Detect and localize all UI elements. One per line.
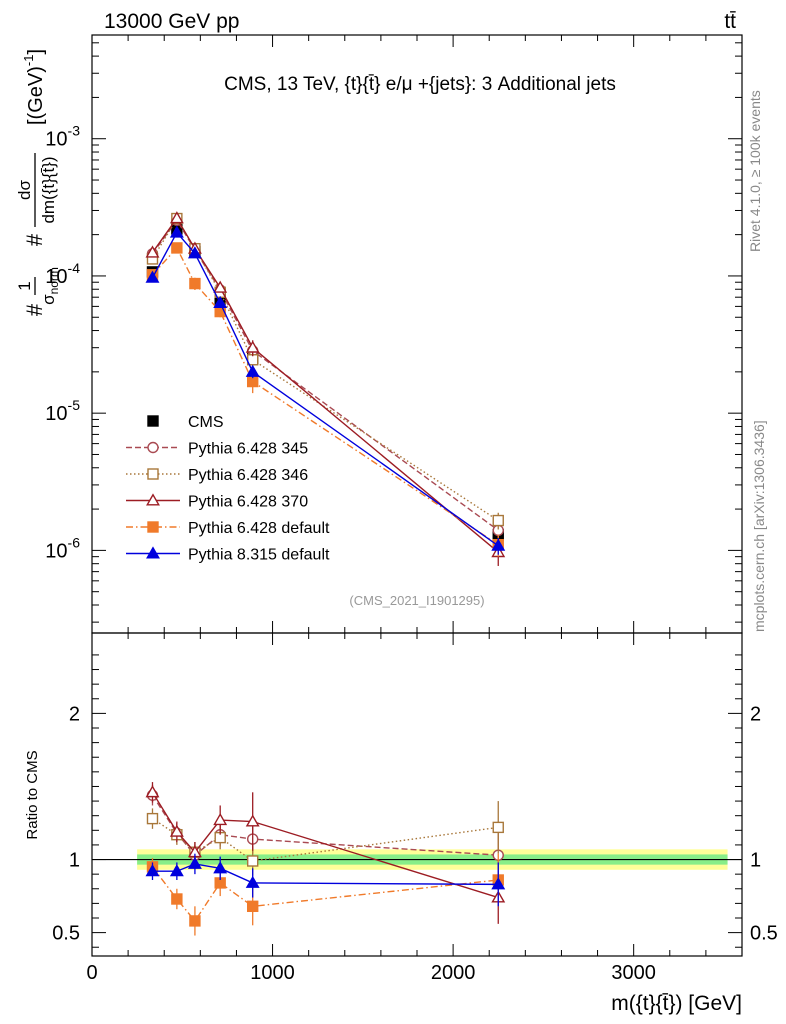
ratio-point [189,915,201,927]
ratio-point [492,821,504,834]
ratio-point [246,855,259,867]
svg-text:dσ: dσ [15,180,34,200]
legend-marker [146,493,160,506]
legend-marker [147,521,159,533]
x-tick-label: 3000 [611,962,656,984]
ratio-point [246,900,259,913]
ratio-y-tick-label-right: 2 [750,703,761,725]
series-pythia-8-315-default [145,225,506,555]
legend-marker [146,546,160,559]
svg-text:1: 1 [15,281,34,290]
main-y-tick-label: 10-3 [45,123,80,151]
data-point [213,295,228,309]
data-point [245,340,260,353]
ratio-point [491,877,506,890]
ratio-point [169,864,184,877]
plot-title: CMS, 13 TeV, {t}{t̄} e/μ +{jets}: 3 Addi… [224,74,616,95]
legend-marker [147,441,159,454]
legend-label: Pythia 6.428 345 [188,441,308,458]
ratio-y-tick-label-right: 1 [750,850,761,872]
data-point [169,225,184,238]
main-plot-frame [91,34,743,634]
svg-text:#: # [22,303,47,316]
ratio-series-line [151,866,499,923]
legend-label: Pythia 6.428 346 [188,467,308,484]
series-line [151,218,499,531]
legend-marker [147,415,159,427]
ratio-point [171,893,183,905]
ratio-point [245,875,260,888]
legend-label: Pythia 8.315 default [188,547,330,564]
header-left: 13000 GeV pp [104,10,239,33]
ratio-point [187,856,202,869]
main-y-tick-label: 10-5 [45,397,80,425]
ratio-y-tick-label: 2 [69,703,80,725]
data-point [245,364,260,377]
legend-label: Pythia 6.428 default [188,520,330,537]
ratio-y-tick-label-right: 0.5 [750,923,778,945]
ratio-point [145,864,160,877]
analysis-watermark: (CMS_2021_I1901295) [349,593,484,608]
main-y-tick-label: 10-4 [45,260,80,288]
legend-marker [147,468,159,480]
ratio-point [146,812,159,825]
x-axis-label: m({t}{t̄}) [GeV] [611,992,742,1015]
legend: CMS Pythia 6.428 345 Pythia 6.428 346 Pythi… [126,414,330,564]
data-point [491,538,506,551]
main-y-axis-label: # 1 σnorm # dσ dm({t}{t̄}) [(GeV)-1] [15,49,61,316]
main-axes: 10-6 10-5 10-4 10-3 [45,35,743,633]
ratio-axes: 0 1000 2000 3000 0.5 0.5 1 1 2 2 [52,633,778,984]
data-point [189,277,201,290]
x-tick-label: 1000 [250,962,295,984]
ratio-point [169,824,184,837]
ratio-series-line [151,791,499,899]
main-series-group [145,211,506,566]
header-right: tt̄ [724,10,736,33]
legend-entry: Pythia 8.315 default [126,546,330,564]
ratio-uncertainty-band [92,849,742,870]
svg-text:dm({t}{t̄}): dm({t}{t̄}) [39,156,58,223]
legend-entry: Pythia 6.428 370 [126,493,308,511]
data-point [171,242,183,254]
series-line [151,231,499,547]
mcplots-label: mcplots.cern.ch [arXiv:1306.3436] [751,420,767,632]
ratio-point [213,861,228,874]
ratio-series-line [151,794,499,857]
legend-entry: CMS [147,414,224,431]
data-point [145,270,160,283]
x-tick-label: 0 [86,962,97,984]
data-point [492,514,504,527]
ratio-point [145,785,160,798]
legend-label: CMS [188,414,224,431]
ratio-point [213,812,228,826]
data-point [169,211,184,224]
data-point [187,246,202,259]
main-y-tick-label: 10-6 [45,534,80,562]
data-point [213,280,228,293]
rivet-version-label: Rivet 4.1.0, ≥ 100k events [747,90,763,252]
legend-entry: Pythia 6.428 default [126,520,330,537]
ratio-y-tick-label: 0.5 [52,923,80,945]
svg-text:[(GeV)-1]: [(GeV)-1] [21,49,47,125]
legend-entry: Pythia 6.428 345 [126,441,308,458]
data-point [145,245,160,258]
svg-text:#: # [22,233,47,246]
series-line [151,217,499,553]
ratio-plot-frame [91,632,743,957]
ratio-point [245,814,260,827]
series-line [151,217,499,522]
ratio-y-tick-label: 1 [69,850,80,872]
ratio-y-axis-label: Ratio to CMS [24,750,41,839]
x-tick-label: 2000 [431,962,476,984]
series-pythia-6-428-370 [145,211,506,566]
ratio-series-pythia-8-315-default [145,853,506,907]
legend-label: Pythia 6.428 370 [188,494,308,511]
legend-entry: Pythia 6.428 346 [126,467,308,484]
ratio-series-group [145,782,506,936]
